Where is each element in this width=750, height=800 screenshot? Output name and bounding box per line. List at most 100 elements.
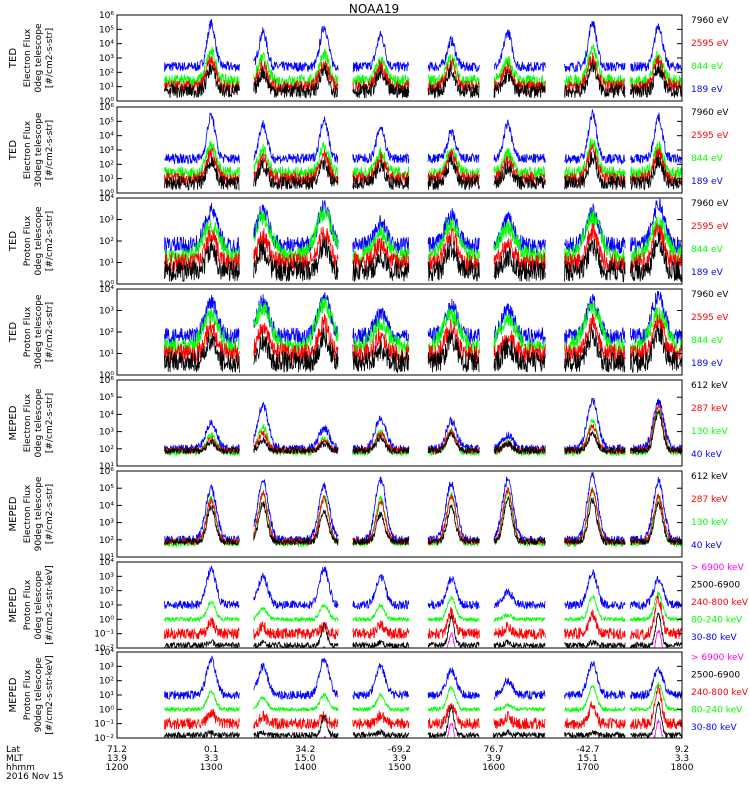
legend-entry: 189 eV [691,359,724,369]
legend-entry: 30-80 keV [691,633,737,643]
x-tick-label: 15.0 [295,754,315,764]
y-tick-label: 10² [99,160,114,170]
panel-7: 10⁻² 10⁻¹ 10⁰ 10¹ 10² 10³ 10⁴ MEPED Proton Flux 0… [8,558,749,654]
x-tick-label: 0.1 [204,745,218,755]
y-axis-label: Proton Flux [23,306,33,357]
series-black-line [164,325,682,374]
y-tick-label: 10⁻² [94,734,114,744]
y-tick-label: 10¹ [99,553,114,563]
legend-entry: > 6900 keV [691,653,745,663]
y-tick-label: 10³ [99,428,114,438]
y-tick-label: 10² [99,237,114,247]
y-tick-label: 10¹ [99,259,114,269]
y-axis-label: Proton Flux [23,579,33,630]
y-tick-label: 10⁻¹ [94,720,114,730]
instrument-label: TED [8,322,19,343]
panel-4: 10⁰ 10¹ 10² 10³ 10⁴ TED Proton Flux 30deg teles… [8,285,729,381]
legend-entry: 40 keV [691,450,723,460]
y-axis-label: Electron Flux [23,393,33,452]
series-black-line [164,152,682,191]
series-red-line [164,595,682,641]
legend-entry: 7960 eV [691,16,729,26]
instrument-label: MEPED [8,496,19,531]
series-red-line [164,313,682,364]
legend-entry: 287 keV [691,404,728,414]
y-tick-label: 10⁶ [99,103,114,113]
x-tick-label: 3.9 [487,754,502,764]
y-axis-label: 90deg telescope [34,476,44,551]
series-magenta-line [164,630,682,648]
instrument-label: TED [8,48,19,69]
legend-entry: 240-800 keV [691,598,749,608]
y-tick-label: 10⁴ [99,194,114,204]
x-tick-label: 1500 [388,763,411,773]
legend-entry: 130 keV [691,518,728,528]
x-tick-label: 1200 [106,763,129,773]
legend-entry: 2595 eV [691,39,729,49]
y-tick-label: 10⁵ [99,393,114,403]
x-tick-label: 3.9 [392,754,407,764]
y-tick-label: 10³ [99,54,114,64]
panel-frame [116,470,683,558]
y-tick-label: 10⁴ [99,648,114,658]
legend-entry: 7960 eV [691,108,729,118]
panel-5-series [164,397,682,457]
series-black-line [164,59,682,99]
y-axis-label: [#/cm2-s-str] [45,393,55,453]
y-tick-label: 10² [99,677,114,687]
y-tick-label: 10⁰ [99,97,114,107]
series-red-line [164,144,682,187]
legend-entry: 130 keV [691,427,728,437]
date-label: 2016 Nov 15 [6,772,64,782]
legend-entry: 844 eV [691,245,724,255]
panel-3: 10⁰ 10¹ 10² 10³ 10⁴ TED Proton Flux 0deg telesc… [8,194,729,290]
y-axis-label: 0deg telescope [34,206,44,276]
y-tick-label: 10³ [99,307,114,317]
y-axis-label: [#/cm2-s-str] [45,484,55,544]
y-tick-label: 10⁶ [99,467,114,477]
legend-entry: 7960 eV [691,290,729,300]
series-green-line [164,206,682,265]
y-axis-label: [#/cm2-s-str-keV] [45,565,55,644]
y-tick-label: 10⁵ [99,25,114,35]
x-row-name: MLT [6,754,24,764]
legend-entry: 2595 eV [691,222,729,232]
series-blue-line [164,655,682,701]
y-axis-label: 90deg telescope [34,657,44,732]
legend-entry: 80-240 keV [691,616,743,626]
y-tick-label: 10¹ [99,83,114,93]
y-tick-label: 10⁴ [99,410,114,420]
panel-frame [116,379,683,467]
legend-entry: 287 keV [691,495,728,505]
y-axis-label: [#/cm2-s-str] [45,211,55,271]
y-tick-label: 10³ [99,519,114,529]
y-axis-label: Electron Flux [23,484,33,543]
y-tick-label: 10⁰ [99,189,114,199]
series-black-line [164,409,682,456]
y-tick-label: 10⁴ [99,40,114,50]
y-axis-label: Electron Flux [23,28,33,87]
x-row-name: Lat [6,745,21,755]
series-magenta-line [164,719,682,738]
y-tick-label: 10⁰ [99,615,114,625]
panel-5: 10¹ 10² 10³ 10⁴ 10⁵ 10⁶ MEPED Electron Flux 0deg… [8,376,728,472]
y-axis-label: Electron Flux [23,120,33,179]
y-axis-label: Proton Flux [23,215,33,266]
legend-entry: > 6900 keV [691,563,745,573]
y-tick-label: 10⁻² [94,644,114,654]
series-green-line [164,590,682,623]
x-tick-label: 1700 [576,763,599,773]
series-black-line [164,496,682,546]
y-tick-label: 10¹ [99,601,114,611]
y-tick-label: 10⁴ [99,132,114,142]
y-tick-label: 10¹ [99,350,114,360]
panel-6-series [164,471,682,548]
y-tick-label: 10² [99,445,114,455]
y-tick-label: 10² [99,68,114,78]
y-axis-label: [#/cm2-s-str] [45,120,55,180]
y-tick-label: 10² [99,328,114,338]
y-axis-label: [#/cm2-s-str] [45,302,55,362]
y-tick-label: 10⁻¹ [94,630,114,640]
x-tick-label: 13.9 [107,754,127,764]
y-tick-label: 10⁰ [99,371,114,381]
